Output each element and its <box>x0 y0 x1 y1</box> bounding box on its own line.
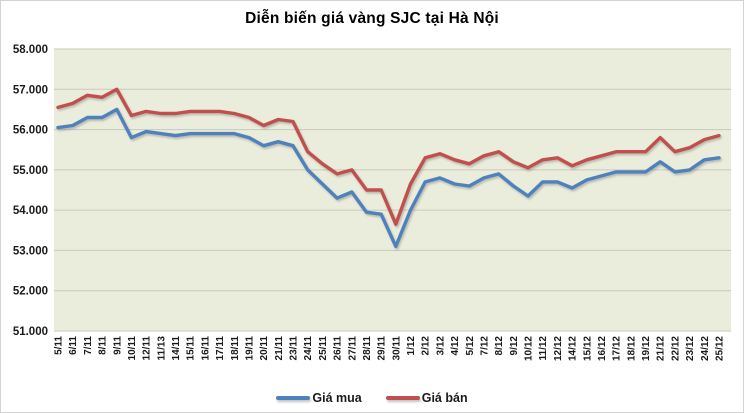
x-axis-tick-label: 11/12 <box>538 336 549 361</box>
x-axis-tick-label: 5/11 <box>54 336 65 355</box>
x-axis-tick-label: 30/11 <box>391 336 402 361</box>
x-axis-tick-label: 15/12 <box>582 336 593 361</box>
x-axis-tick-label: 25/12 <box>715 336 726 361</box>
x-axis-tick-label: 5/12 <box>465 336 476 356</box>
y-axis-tick-label: 51.000 <box>13 326 48 338</box>
legend-label-gia-mua: Giá mua <box>312 391 362 405</box>
legend-item-gia-mua: Giá mua <box>276 391 362 405</box>
x-axis-tick-label: 15/11 <box>186 336 197 361</box>
y-axis-tick-label: 54.000 <box>13 205 48 217</box>
x-axis-tick-label: 25/11 <box>318 336 329 361</box>
x-axis-tick-label: 3/12 <box>435 336 446 356</box>
x-axis-tick-label: 16/11 <box>200 336 211 361</box>
x-axis-tick-label: 14/12 <box>568 336 579 361</box>
x-axis-tick-label: 27/11 <box>347 336 358 361</box>
x-axis-tick-label: 9/11 <box>112 336 123 355</box>
y-axis-tick-label: 52.000 <box>13 286 48 298</box>
x-axis-tick-label: 24/12 <box>700 336 711 361</box>
x-axis-tick-label: 17/11 <box>215 336 226 361</box>
x-axis-tick-label: 23/12 <box>685 336 696 361</box>
x-axis-tick-label: 26/11 <box>333 336 344 361</box>
x-axis-tick-label: 8/12 <box>494 336 505 356</box>
line-gia-ban <box>56 87 721 226</box>
gia-ban-line-swatch <box>385 396 420 400</box>
x-axis-tick-label: 22/12 <box>670 336 681 361</box>
y-axis-tick-label: 55.000 <box>13 165 48 177</box>
x-axis-tick-label: 9/12 <box>509 336 520 356</box>
y-axis-tick-label: 53.000 <box>13 245 48 257</box>
x-axis-tick-label: 11/13 <box>156 336 167 361</box>
x-axis-tick-label: 18/11 <box>230 336 241 361</box>
x-axis-tick-label: 21/12 <box>656 336 667 361</box>
x-axis-tick-label: 24/11 <box>303 336 314 361</box>
y-axis-tick-label: 58.000 <box>13 44 48 56</box>
x-axis-tick-label: 23/11 <box>289 336 300 361</box>
x-axis-tick-label: 18/12 <box>626 336 637 361</box>
chart-title: Diễn biến giá vàng SJC tại Hà Nội <box>245 10 499 27</box>
x-axis-tick-label: 10/11 <box>127 336 138 361</box>
legend-item-gia-ban: Giá bán <box>385 391 468 405</box>
plot-area <box>54 49 731 331</box>
x-axis-tick-label: 4/12 <box>450 336 461 356</box>
x-axis-tick-label: 17/12 <box>612 336 623 361</box>
x-axis-tick-label: 8/11 <box>98 336 109 355</box>
x-axis-tick-label: 16/12 <box>597 336 608 361</box>
x-axis-tick-label: 19/11 <box>244 336 255 361</box>
legend-label-gia-ban: Giá bán <box>421 391 468 405</box>
x-axis-tick-label: 7/11 <box>83 336 94 355</box>
x-axis-tick-label: 12/12 <box>553 336 564 361</box>
legend: Giá mua Giá bán <box>1 391 743 405</box>
y-axis-tick-label: 56.000 <box>13 125 48 137</box>
x-axis-tick-label: 28/11 <box>362 336 373 361</box>
x-axis-tick-label: 12/11 <box>142 336 153 361</box>
x-axis-tick-label: 10/12 <box>524 336 535 361</box>
x-axis-tick-label: 7/12 <box>479 336 490 356</box>
x-axis-tick-label: 1/12 <box>406 336 417 356</box>
x-axis-tick-label: 20/11 <box>259 336 270 361</box>
x-axis-tick-label: 14/11 <box>171 336 182 361</box>
x-axis-tick-label: 6/11 <box>68 336 79 355</box>
x-axis-tick-label: 21/11 <box>274 336 285 361</box>
x-axis-tick-label: 19/12 <box>641 336 652 361</box>
gia-mua-line-swatch <box>276 396 311 400</box>
x-axis-tick-label: 2/12 <box>421 336 432 356</box>
y-axis-tick-label: 57.000 <box>13 84 48 96</box>
line-gia-mua <box>56 107 721 249</box>
x-axis-tick-label: 29/11 <box>377 336 388 361</box>
